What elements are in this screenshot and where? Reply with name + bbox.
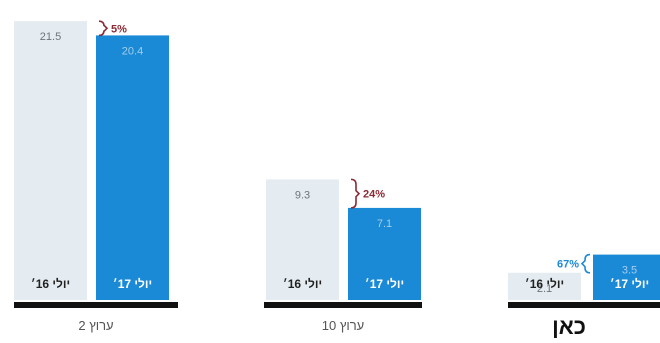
bar-2016 [508, 272, 581, 300]
change-brace [580, 253, 591, 274]
bar-label-2016: יולי 16׳ [283, 277, 322, 291]
value-label-2016: 9.3 [295, 189, 310, 201]
category-label: ערוץ 2 [78, 318, 113, 333]
bar-label-2016: יולי 16׳ [31, 277, 70, 291]
change-brace [98, 20, 109, 37]
value-label-2017: 20.4 [122, 45, 143, 57]
value-label-2017: 7.1 [377, 218, 392, 230]
labels-layer: 21.5 20.4 יולי 16׳ יולי 17׳ 5% ערוץ 2 9.3 7.1 יו… [31, 23, 649, 339]
value-label-2017: 3.5 [622, 265, 637, 277]
bars-layer [14, 20, 660, 308]
bar-label-2017: יולי 17׳ [113, 277, 152, 291]
bar-2016 [266, 179, 339, 300]
bar-2017 [593, 254, 660, 300]
bar-label-2016: יולי 16׳ [525, 277, 564, 291]
baseline [264, 302, 422, 308]
bar-2017 [96, 35, 169, 301]
category-label: כאן [552, 314, 586, 339]
value-label-2016: 2.1 [537, 283, 552, 295]
change-percentage: 67% [557, 259, 579, 271]
category-label: ערוץ 10 [322, 318, 365, 333]
baseline [14, 302, 178, 308]
bar-label-2017: יולי 17׳ [365, 277, 404, 291]
value-label-2016: 21.5 [40, 31, 61, 43]
bar-label-2017: יולי 17׳ [610, 277, 649, 291]
change-brace [350, 178, 361, 209]
change-percentage: 5% [111, 23, 127, 35]
bar-2017 [348, 207, 421, 300]
baseline [508, 302, 660, 308]
change-percentage: 24% [363, 189, 385, 201]
bar-2016 [14, 21, 87, 301]
